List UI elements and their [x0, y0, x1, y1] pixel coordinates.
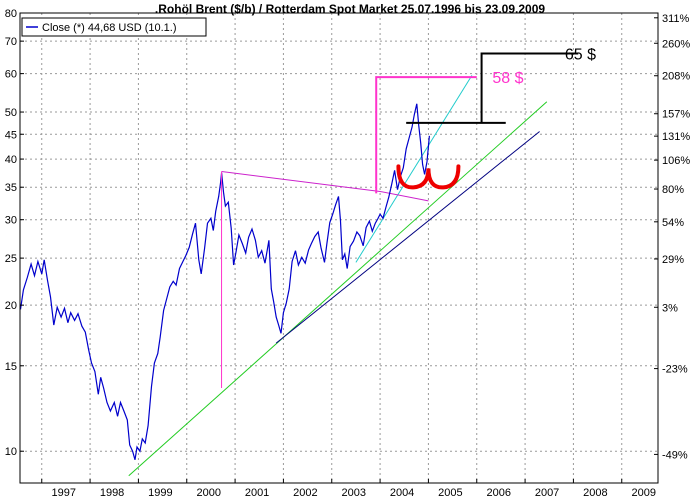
- x-tick-label: 2009: [632, 487, 656, 499]
- x-tick-label: 2003: [342, 487, 366, 499]
- y-tick-label: 35: [5, 182, 17, 194]
- y-tick-label: 45: [5, 129, 17, 141]
- price-series: [19, 103, 430, 460]
- target-line: [375, 76, 477, 194]
- x-tick-label: 2008: [583, 487, 607, 499]
- x-tick-label: 1999: [148, 487, 172, 499]
- x-tick-label: 2001: [245, 487, 269, 499]
- x-tick-label: 2006: [487, 487, 511, 499]
- x-tick-label: 2004: [390, 487, 414, 499]
- trendline: [128, 101, 548, 477]
- pct-tick-label: -23%: [662, 364, 688, 376]
- trendline: [221, 171, 429, 202]
- x-tick-label: 2002: [293, 487, 317, 499]
- y-tick-label: 25: [5, 253, 17, 265]
- pct-tick-label: 106%: [662, 155, 690, 167]
- y-tick-label: 40: [5, 154, 17, 166]
- trendlines: [128, 75, 548, 477]
- pct-tick-label: 208%: [662, 71, 690, 83]
- target-line: [480, 52, 579, 123]
- y-axis-ticks: 10 15 20 25 30 35 40 45 50 60 70 80: [5, 8, 24, 458]
- y-tick-label: 60: [5, 69, 17, 81]
- y-tick-label: 20: [5, 300, 17, 312]
- plot-frame: [19, 12, 659, 484]
- y-tick-label: 70: [5, 36, 17, 48]
- target-label: 58 $: [492, 70, 523, 87]
- legend-label: Close (*) 44,68 USD (10.1.): [42, 22, 177, 34]
- pct-tick-label: 80%: [662, 184, 684, 196]
- y-tick-label: 10: [5, 446, 17, 458]
- legend-box: [21, 17, 207, 37]
- y-tick-label: 15: [5, 361, 17, 373]
- y-tick-label: 80: [5, 8, 17, 20]
- trendline: [275, 131, 540, 344]
- target-label: 65 $: [565, 47, 596, 64]
- x-tick-label: 2007: [535, 487, 559, 499]
- y-tick-label: 30: [5, 215, 17, 227]
- pct-tick-label: 157%: [662, 109, 690, 121]
- pct-tick-label: 311%: [662, 13, 690, 25]
- pct-tick-label: -49%: [662, 449, 688, 461]
- pct-tick-label: 260%: [662, 38, 690, 50]
- trendline: [355, 75, 473, 263]
- x-tick-label: 1998: [100, 487, 124, 499]
- pct-tick-label: 54%: [662, 217, 684, 229]
- legend: Close (*) 44,68 USD (10.1.): [21, 17, 207, 37]
- y-tick-label: 50: [5, 107, 17, 119]
- pct-tick-label: 131%: [662, 131, 690, 143]
- percent-axis-ticks: 311% 260% 208% 157% 131% 106% 80% 54% 29% 3% -23% -…: [654, 13, 690, 461]
- x-tick-label: 1997: [52, 487, 76, 499]
- x-tick-label: 2000: [197, 487, 221, 499]
- pct-tick-label: 3%: [662, 302, 678, 314]
- grid: [20, 12, 658, 483]
- chart-title: .Rohöl Brent ($/b) / Rotterdam Spot Mark…: [155, 2, 545, 16]
- pct-tick-label: 29%: [662, 254, 684, 266]
- x-tick-label: 2005: [438, 487, 462, 499]
- x-axis-ticks: 1997 1998 1999 2000 2001 2002 2003 2004 2005 2006…: [41, 479, 656, 499]
- series-line: [19, 103, 430, 460]
